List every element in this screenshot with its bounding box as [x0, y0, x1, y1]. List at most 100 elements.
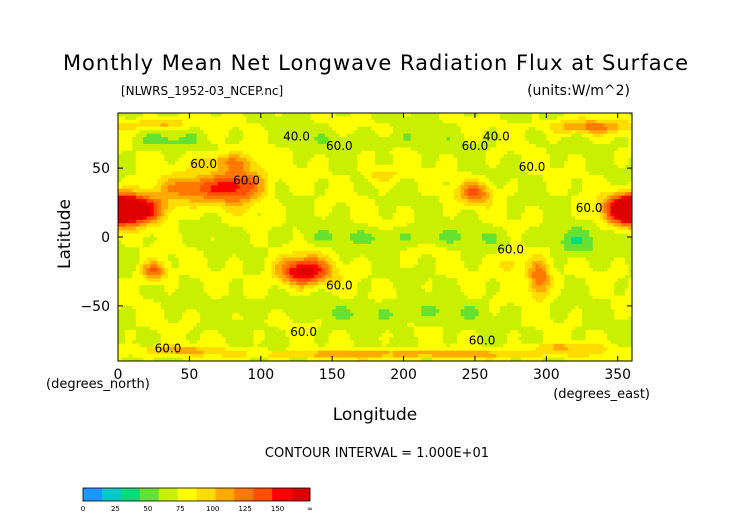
- heatmap-cell: [521, 168, 526, 172]
- heatmap-cell: [121, 195, 126, 200]
- heatmap-cell: [514, 178, 519, 183]
- heatmap-cell: [142, 212, 147, 217]
- heatmap-cell: [214, 137, 219, 141]
- heatmap-cell: [596, 219, 601, 224]
- heatmap-cell: [157, 188, 162, 193]
- heatmap-cell: [485, 144, 490, 148]
- heatmap-cell: [507, 161, 512, 166]
- heatmap-cell: [235, 154, 240, 159]
- heatmap-cell: [449, 202, 454, 207]
- heatmap-cell: [442, 192, 447, 197]
- heatmap-cell: [225, 154, 230, 159]
- heatmap-cell: [471, 175, 476, 179]
- heatmap-cell: [289, 223, 294, 228]
- heatmap-cell: [132, 126, 137, 131]
- heatmap-cell: [617, 185, 622, 190]
- heatmap-cell: [328, 175, 333, 179]
- heatmap-cell: [217, 192, 222, 197]
- heatmap-cell: [203, 147, 208, 152]
- heatmap-cell: [478, 192, 483, 197]
- heatmap-cell: [228, 164, 233, 169]
- heatmap-cell: [342, 175, 347, 179]
- heatmap-cell: [471, 150, 476, 155]
- heatmap-cell: [210, 209, 215, 214]
- heatmap-cell: [492, 195, 497, 200]
- heatmap-cell: [225, 161, 230, 166]
- heatmap-cell: [335, 209, 340, 214]
- heatmap-cell: [571, 116, 576, 121]
- heatmap-cell: [589, 185, 594, 190]
- heatmap-cell: [535, 192, 540, 197]
- heatmap-cell: [489, 212, 494, 217]
- heatmap-cell: [585, 195, 590, 200]
- heatmap-cell: [182, 185, 187, 190]
- heatmap-cell: [200, 192, 205, 197]
- heatmap-cell: [499, 126, 504, 131]
- heatmap-cell: [464, 226, 469, 231]
- heatmap-cell: [385, 216, 390, 221]
- heatmap-cell: [610, 188, 615, 193]
- heatmap-cell: [385, 181, 390, 186]
- heatmap-cell: [464, 119, 469, 124]
- heatmap-cell: [142, 202, 147, 207]
- heatmap-cell: [121, 223, 126, 228]
- heatmap-cell: [310, 130, 315, 135]
- heatmap-cell: [217, 230, 222, 234]
- heatmap-cell: [574, 150, 579, 155]
- heatmap-cell: [192, 147, 197, 152]
- heatmap-cell: [339, 185, 344, 190]
- heatmap-cell: [118, 206, 122, 210]
- heatmap-cell: [278, 181, 283, 186]
- heatmap-cell: [239, 223, 244, 228]
- heatmap-cell: [482, 133, 487, 138]
- heatmap-cell: [442, 116, 447, 121]
- heatmap-cell: [167, 212, 172, 217]
- heatmap-cell: [203, 181, 208, 186]
- heatmap-cell: [182, 164, 187, 169]
- heatmap-cell: [300, 202, 305, 207]
- heatmap-cell: [378, 185, 383, 190]
- heatmap-cell: [300, 192, 305, 197]
- heatmap-cell: [403, 192, 408, 197]
- heatmap-cell: [264, 209, 269, 214]
- heatmap-cell: [192, 119, 197, 124]
- heatmap-cell: [392, 140, 397, 145]
- heatmap-cell: [175, 161, 180, 166]
- heatmap-cell: [478, 188, 483, 193]
- heatmap-cell: [278, 171, 283, 176]
- heatmap-cell: [253, 144, 258, 148]
- heatmap-cell: [424, 199, 429, 203]
- heatmap-cell: [435, 147, 440, 152]
- heatmap-cell: [335, 202, 340, 207]
- heatmap-cell: [253, 126, 258, 131]
- heatmap-cell: [596, 168, 601, 172]
- heatmap-cell: [542, 209, 547, 214]
- heatmap-cell: [146, 113, 151, 117]
- heatmap-cell: [628, 126, 632, 131]
- heatmap-cell: [521, 202, 526, 207]
- heatmap-cell: [549, 175, 554, 179]
- heatmap-cell: [235, 130, 240, 135]
- heatmap-cell: [332, 175, 337, 179]
- heatmap-cell: [435, 113, 440, 117]
- heatmap-cell: [539, 195, 544, 200]
- heatmap-cell: [235, 171, 240, 176]
- heatmap-cell: [225, 157, 230, 162]
- heatmap-cell: [160, 226, 165, 231]
- heatmap-cell: [507, 219, 512, 224]
- heatmap-cell: [214, 188, 219, 193]
- heatmap-cell: [539, 119, 544, 124]
- heatmap-cell: [478, 226, 483, 231]
- heatmap-cell: [378, 126, 383, 131]
- heatmap-cell: [521, 144, 526, 148]
- heatmap-cell: [457, 130, 462, 135]
- heatmap-cell: [153, 164, 158, 169]
- heatmap-cell: [574, 113, 579, 117]
- heatmap-cell: [246, 161, 251, 166]
- heatmap-cell: [353, 119, 358, 124]
- heatmap-cell: [164, 219, 169, 224]
- heatmap-cell: [200, 116, 205, 121]
- heatmap-cell: [328, 226, 333, 231]
- heatmap-cell: [157, 226, 162, 231]
- heatmap-cell: [335, 144, 340, 148]
